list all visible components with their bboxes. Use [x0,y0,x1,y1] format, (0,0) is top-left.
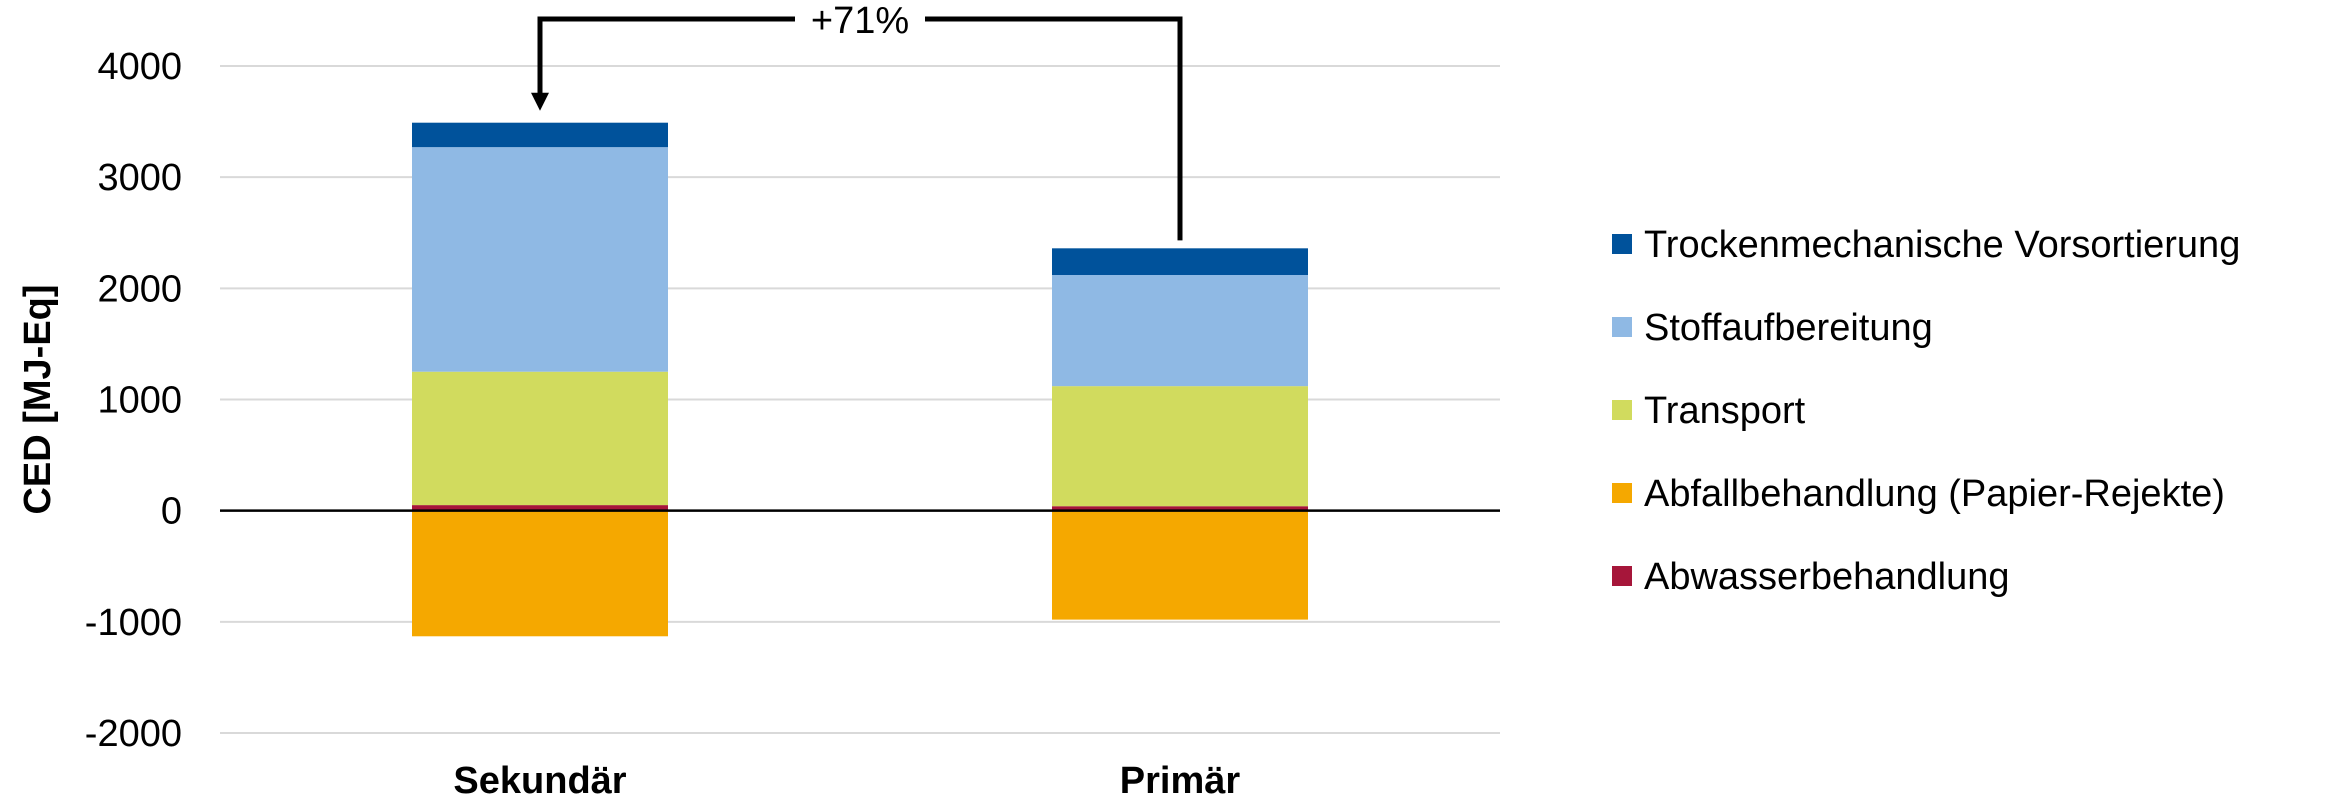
bar-segment [412,147,668,372]
legend-swatch [1612,483,1632,503]
bar-segment [1052,510,1308,620]
y-tick-label: 1000 [97,380,182,422]
y-tick-label: -1000 [85,602,182,644]
y-tick-label: 3000 [97,157,182,199]
legend-swatch [1612,566,1632,586]
y-tick-label: 2000 [97,268,182,310]
bar-segment [1052,274,1308,387]
annotation-arrowhead [531,92,549,111]
bar-segment [412,505,668,511]
bars [412,122,1308,637]
legend-swatch [1612,234,1632,254]
legend-swatch [1612,400,1632,420]
y-tick-label: -2000 [85,713,182,755]
bar-segment [412,122,668,148]
x-category-labels: Sekundär Primär [453,760,1240,798]
legend-label: Stoffaufbereitung [1644,307,1933,349]
legend-label: Abwasserbehandlung [1644,556,2010,598]
y-tick-label: 0 [161,491,182,533]
bar-segment [412,510,668,637]
legend-label: Transport [1644,390,1806,432]
annotation-label: +71% [811,0,909,42]
bar-segment [412,371,668,506]
bar-segment [1052,386,1308,507]
y-tick-labels: 4000 3000 2000 1000 0 -1000 -2000 [85,46,182,755]
legend: Trockenmechanische Vorsortierung Stoffauf… [1612,224,2240,598]
x-category-label: Sekundär [453,760,626,798]
bar-segment [1052,506,1308,511]
percent-change-annotation: +71% [531,0,1183,241]
y-axis-label: CED [MJ-Eq] [17,284,59,514]
x-category-label: Primär [1120,760,1241,798]
y-tick-label: 4000 [97,46,182,88]
legend-swatch [1612,317,1632,337]
annotation-label-background [795,3,925,37]
legend-label: Trockenmechanische Vorsortierung [1644,224,2240,266]
bar-segment [1052,248,1308,275]
legend-label: Abfallbehandlung (Papier-Rejekte) [1644,473,2225,515]
